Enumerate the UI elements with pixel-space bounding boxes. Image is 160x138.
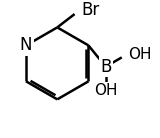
Text: B: B: [100, 58, 111, 76]
Text: OH: OH: [94, 83, 117, 98]
Text: N: N: [20, 36, 32, 54]
Text: OH: OH: [128, 47, 152, 62]
Text: Br: Br: [81, 1, 100, 19]
